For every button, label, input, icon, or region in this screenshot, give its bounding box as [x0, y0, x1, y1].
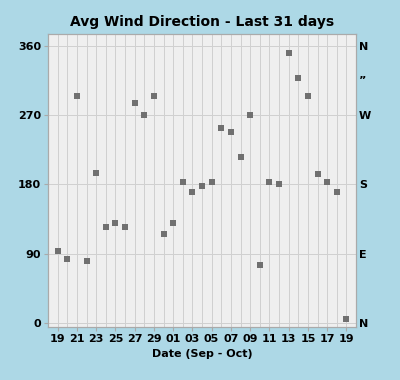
Point	[74, 93, 80, 99]
Point	[189, 189, 196, 195]
Point	[54, 248, 61, 254]
Point	[141, 112, 148, 118]
Point	[199, 183, 205, 189]
Point	[295, 75, 302, 81]
Point	[122, 224, 128, 230]
Point	[160, 231, 167, 238]
X-axis label: Date (Sep - Oct): Date (Sep - Oct)	[152, 349, 252, 359]
Point	[228, 129, 234, 135]
Point	[132, 100, 138, 106]
Point	[314, 171, 321, 177]
Title: Avg Wind Direction - Last 31 days: Avg Wind Direction - Last 31 days	[70, 15, 334, 29]
Point	[324, 179, 330, 185]
Point	[83, 258, 90, 264]
Point	[180, 179, 186, 185]
Point	[170, 220, 176, 226]
Point	[266, 179, 272, 185]
Point	[151, 93, 157, 99]
Point	[334, 189, 340, 195]
Point	[112, 220, 118, 226]
Point	[286, 51, 292, 57]
Point	[343, 316, 350, 322]
Point	[93, 170, 99, 176]
Point	[276, 181, 282, 187]
Point	[218, 125, 224, 131]
Point	[208, 179, 215, 185]
Point	[102, 224, 109, 230]
Point	[305, 93, 311, 99]
Point	[247, 112, 253, 118]
Point	[256, 262, 263, 268]
Point	[64, 256, 70, 262]
Point	[237, 154, 244, 160]
